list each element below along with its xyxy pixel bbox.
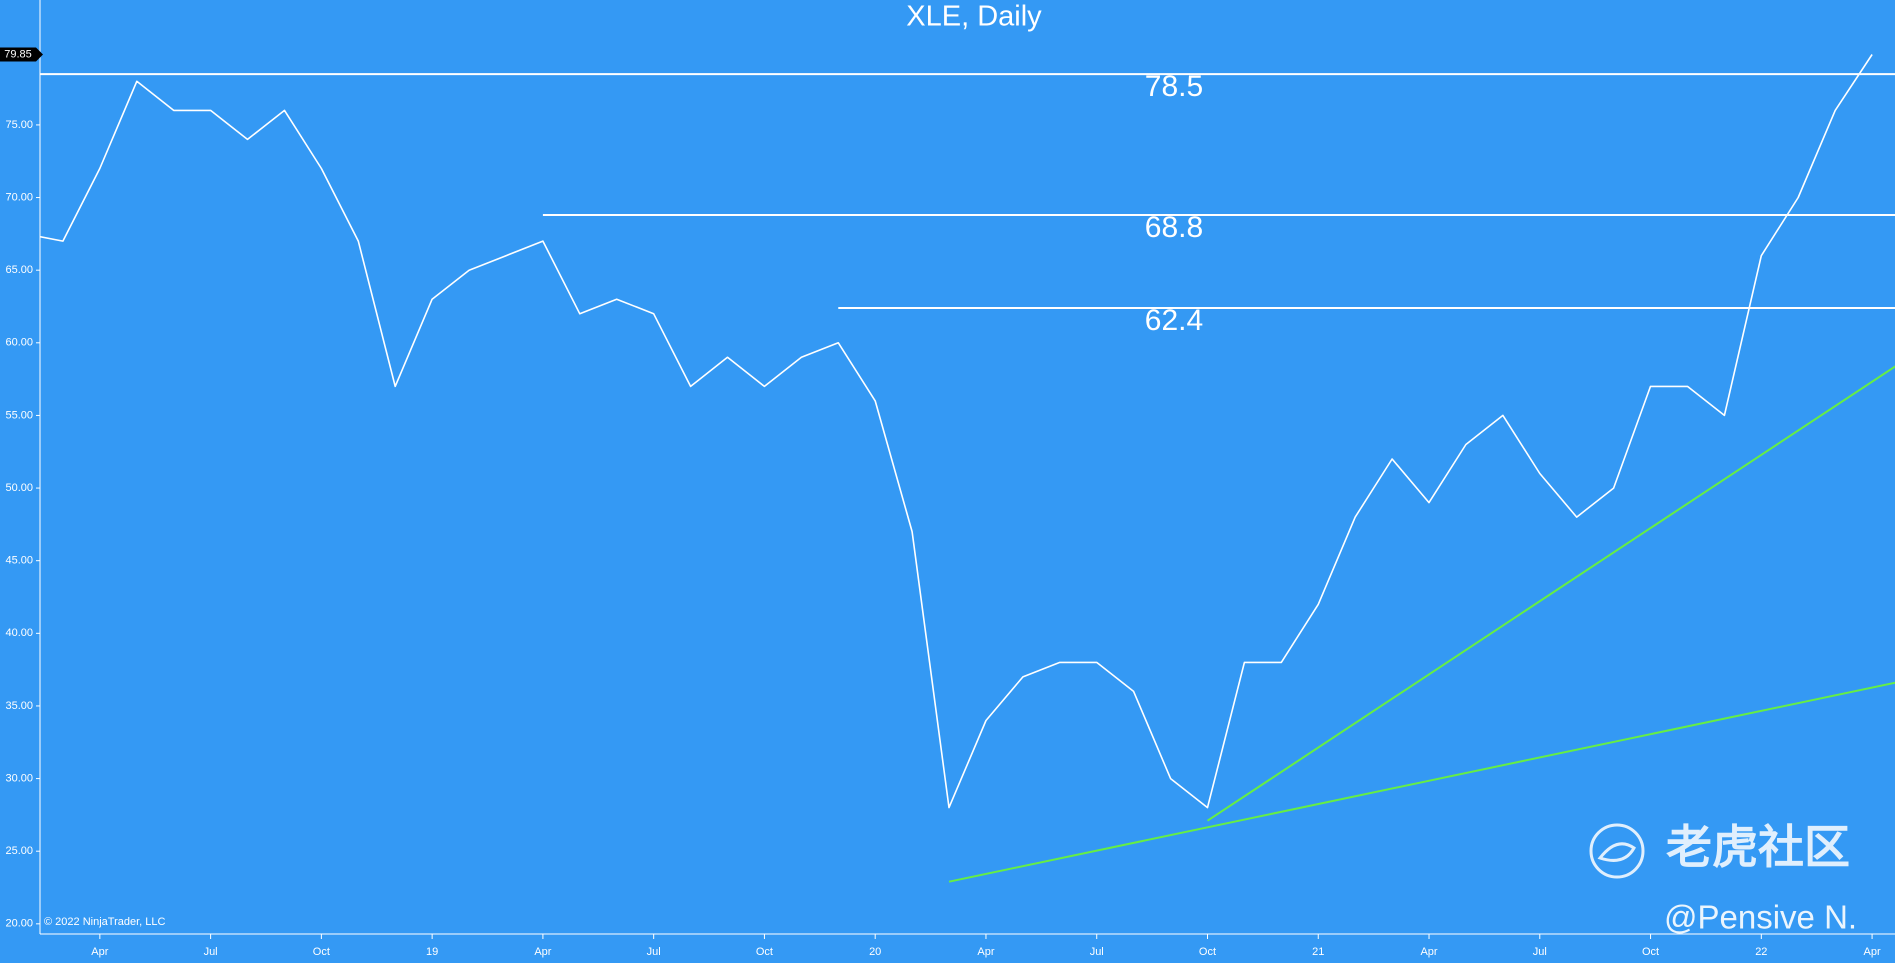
y-tick-label: 70.00 bbox=[5, 191, 33, 203]
author: @Pensive N. bbox=[1664, 899, 1857, 936]
price-tag-label: 79.85 bbox=[4, 48, 32, 60]
level-label: 62.4 bbox=[1145, 304, 1203, 337]
x-tick-label: Apr bbox=[977, 946, 994, 958]
price-line bbox=[40, 54, 1873, 809]
x-tick-label: 20 bbox=[869, 946, 881, 958]
x-tick-label: Jul bbox=[1090, 946, 1104, 958]
y-tick-label: 60.00 bbox=[5, 337, 33, 349]
price-tag bbox=[0, 47, 43, 62]
y-tick-label: 35.00 bbox=[5, 700, 33, 712]
x-tick-label: Jul bbox=[204, 946, 218, 958]
x-tick-label: 22 bbox=[1755, 946, 1767, 958]
x-tick-label: Apr bbox=[1420, 946, 1437, 958]
chart-title: XLE, Daily bbox=[906, 1, 1042, 33]
watermark-icon bbox=[1589, 823, 1645, 879]
trend-line bbox=[1206, 365, 1895, 822]
y-tick-label: 40.00 bbox=[5, 627, 33, 639]
x-tick-label: Oct bbox=[1642, 946, 1659, 958]
plot-area bbox=[40, 54, 1895, 883]
y-tick-label: 20.00 bbox=[5, 918, 33, 930]
x-tick-label: 19 bbox=[426, 946, 438, 958]
x-tick-label: Oct bbox=[1199, 946, 1216, 958]
y-tick-label: 55.00 bbox=[5, 409, 33, 421]
x-tick-label: Jul bbox=[647, 946, 661, 958]
x-tick-label: Jul bbox=[1533, 946, 1547, 958]
y-tick-label: 45.00 bbox=[5, 555, 33, 567]
x-tick-label: Apr bbox=[534, 946, 551, 958]
trend-line bbox=[948, 681, 1895, 883]
x-tick-label: Oct bbox=[313, 946, 330, 958]
level-label: 78.5 bbox=[1145, 70, 1203, 103]
x-tick-label: Oct bbox=[756, 946, 773, 958]
y-tick-label: 25.00 bbox=[5, 845, 33, 857]
x-tick-label: Apr bbox=[1864, 946, 1881, 958]
watermark: 老虎社区 bbox=[1666, 821, 1850, 873]
x-tick-label: Apr bbox=[91, 946, 108, 958]
copyright: © 2022 NinjaTrader, LLC bbox=[44, 916, 165, 928]
y-tick-label: 75.00 bbox=[5, 119, 33, 131]
y-tick-label: 65.00 bbox=[5, 264, 33, 276]
y-tick-label: 30.00 bbox=[5, 772, 33, 784]
x-tick-label: 21 bbox=[1312, 946, 1324, 958]
y-tick-label: 50.00 bbox=[5, 482, 33, 494]
level-label: 68.8 bbox=[1145, 211, 1203, 244]
